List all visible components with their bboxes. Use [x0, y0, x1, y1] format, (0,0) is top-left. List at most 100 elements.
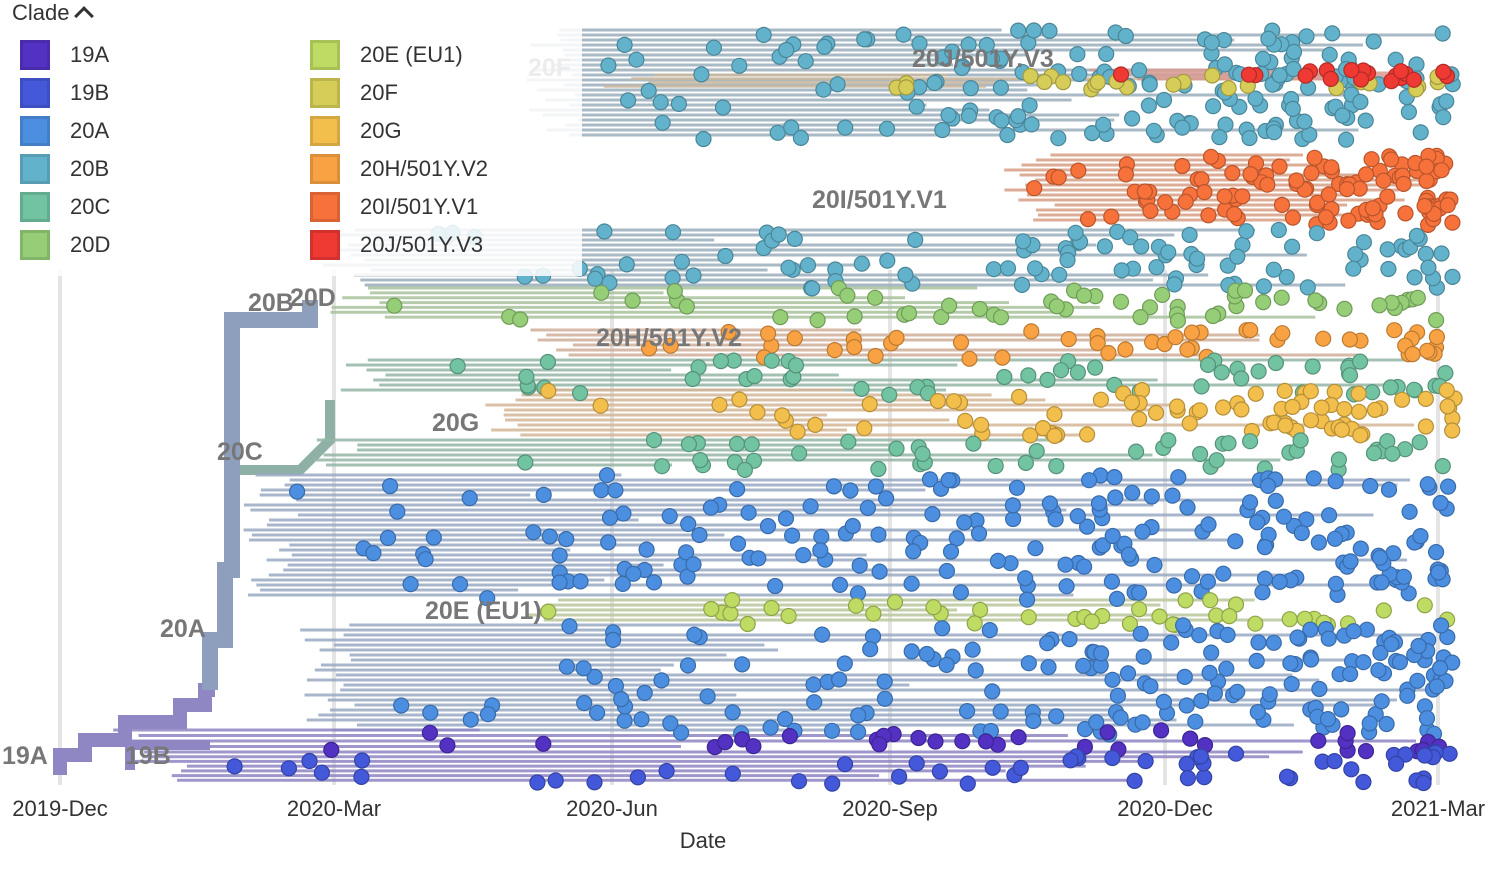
tip-marker[interactable] — [1152, 722, 1170, 739]
tip-marker[interactable] — [1285, 43, 1303, 61]
tip-marker[interactable] — [1160, 244, 1177, 261]
tip-marker[interactable] — [1107, 489, 1124, 506]
tip-marker[interactable] — [439, 737, 456, 754]
tip-marker[interactable] — [994, 349, 1011, 366]
tip-marker[interactable] — [1089, 74, 1106, 91]
tip-marker[interactable] — [856, 420, 873, 437]
tip-marker[interactable] — [1062, 752, 1079, 769]
tip-marker[interactable] — [724, 591, 741, 609]
tip-marker[interactable] — [981, 621, 998, 639]
tip-marker[interactable] — [1333, 701, 1350, 718]
tip-marker[interactable] — [1058, 578, 1075, 595]
tip-marker[interactable] — [809, 312, 826, 329]
tip-marker[interactable] — [673, 253, 691, 270]
tip-marker[interactable] — [1439, 478, 1457, 495]
tip-marker[interactable] — [1236, 282, 1254, 299]
tip-marker[interactable] — [1342, 553, 1359, 570]
tip-marker[interactable] — [1025, 712, 1042, 730]
tip-marker[interactable] — [1086, 359, 1104, 376]
tip-marker[interactable] — [540, 382, 557, 399]
tip-marker[interactable] — [1350, 403, 1368, 420]
tip-marker[interactable] — [1242, 322, 1259, 339]
tip-marker[interactable] — [1416, 197, 1433, 215]
tip-marker[interactable] — [1240, 66, 1258, 83]
tip-marker[interactable] — [479, 706, 497, 723]
tip-marker[interactable] — [914, 445, 931, 462]
tip-marker[interactable] — [1196, 184, 1213, 201]
tip-marker[interactable] — [1372, 644, 1389, 662]
tip-marker[interactable] — [1355, 773, 1372, 791]
tip-marker[interactable] — [421, 724, 438, 741]
tip-marker[interactable] — [1040, 658, 1057, 676]
tip-marker[interactable] — [1004, 497, 1022, 514]
tip-marker[interactable] — [1204, 67, 1221, 84]
tip-marker[interactable] — [1434, 458, 1451, 475]
tip-marker[interactable] — [826, 342, 843, 359]
tip-marker[interactable] — [1255, 278, 1273, 295]
tip-marker[interactable] — [1174, 157, 1191, 175]
tip-marker[interactable] — [766, 577, 784, 595]
tip-marker[interactable] — [1104, 749, 1121, 767]
tip-marker[interactable] — [1439, 398, 1456, 415]
tip-marker[interactable] — [1284, 209, 1302, 226]
tip-marker[interactable] — [1428, 678, 1445, 695]
tip-marker[interactable] — [1151, 608, 1168, 625]
tip-marker[interactable] — [823, 722, 841, 739]
tip-marker[interactable] — [1191, 445, 1209, 463]
tip-marker[interactable] — [836, 655, 853, 672]
tip-marker[interactable] — [739, 615, 756, 633]
tip-marker[interactable] — [925, 599, 942, 616]
tip-marker[interactable] — [871, 563, 888, 580]
tip-marker[interactable] — [1071, 65, 1088, 83]
tip-marker[interactable] — [1375, 602, 1392, 619]
tip-marker[interactable] — [952, 584, 970, 601]
tip-marker[interactable] — [1020, 609, 1037, 626]
legend-item-20f[interactable]: 20F — [310, 78, 398, 108]
tip-marker[interactable] — [938, 562, 956, 580]
tip-marker[interactable] — [993, 112, 1010, 129]
tip-marker[interactable] — [895, 26, 912, 43]
tip-marker[interactable] — [964, 641, 981, 658]
tip-marker[interactable] — [693, 66, 710, 83]
tip-marker[interactable] — [1271, 67, 1288, 84]
tip-marker[interactable] — [878, 120, 896, 137]
tip-marker[interactable] — [908, 98, 925, 115]
tip-marker[interactable] — [596, 223, 613, 240]
tip-marker[interactable] — [1201, 664, 1218, 682]
tip-marker[interactable] — [745, 738, 762, 755]
tip-marker[interactable] — [640, 82, 657, 100]
tip-marker[interactable] — [1357, 112, 1374, 129]
tip-marker[interactable] — [1208, 452, 1225, 469]
tip-marker[interactable] — [931, 763, 949, 780]
tip-marker[interactable] — [1095, 116, 1112, 133]
tip-marker[interactable] — [1319, 710, 1337, 728]
tip-marker[interactable] — [1256, 538, 1274, 556]
tip-marker[interactable] — [1221, 607, 1238, 625]
tip-marker[interactable] — [684, 370, 701, 388]
tip-marker[interactable] — [867, 478, 885, 495]
tip-marker[interactable] — [672, 724, 690, 741]
tip-marker[interactable] — [1083, 125, 1101, 142]
tip-marker[interactable] — [535, 735, 552, 752]
tip-marker[interactable] — [1094, 537, 1111, 554]
tip-marker[interactable] — [1234, 188, 1251, 205]
tip-marker[interactable] — [1338, 181, 1356, 198]
tip-marker[interactable] — [929, 392, 947, 410]
tip-marker[interactable] — [746, 368, 763, 385]
tip-marker[interactable] — [783, 527, 801, 544]
tip-marker[interactable] — [1345, 260, 1362, 277]
tip-marker[interactable] — [1179, 341, 1196, 358]
tip-marker[interactable] — [1193, 378, 1210, 395]
tip-marker[interactable] — [1387, 755, 1405, 772]
tip-marker[interactable] — [1276, 382, 1293, 399]
tip-marker[interactable] — [1203, 34, 1220, 51]
tip-marker[interactable] — [1370, 662, 1387, 679]
tip-marker[interactable] — [1371, 297, 1388, 314]
tip-marker[interactable] — [1405, 71, 1423, 88]
tip-marker[interactable] — [1302, 383, 1319, 400]
tip-marker[interactable] — [825, 478, 843, 495]
tip-marker[interactable] — [954, 733, 971, 750]
tip-marker[interactable] — [1249, 514, 1266, 531]
tip-marker[interactable] — [1265, 261, 1282, 278]
tip-marker[interactable] — [666, 283, 683, 300]
